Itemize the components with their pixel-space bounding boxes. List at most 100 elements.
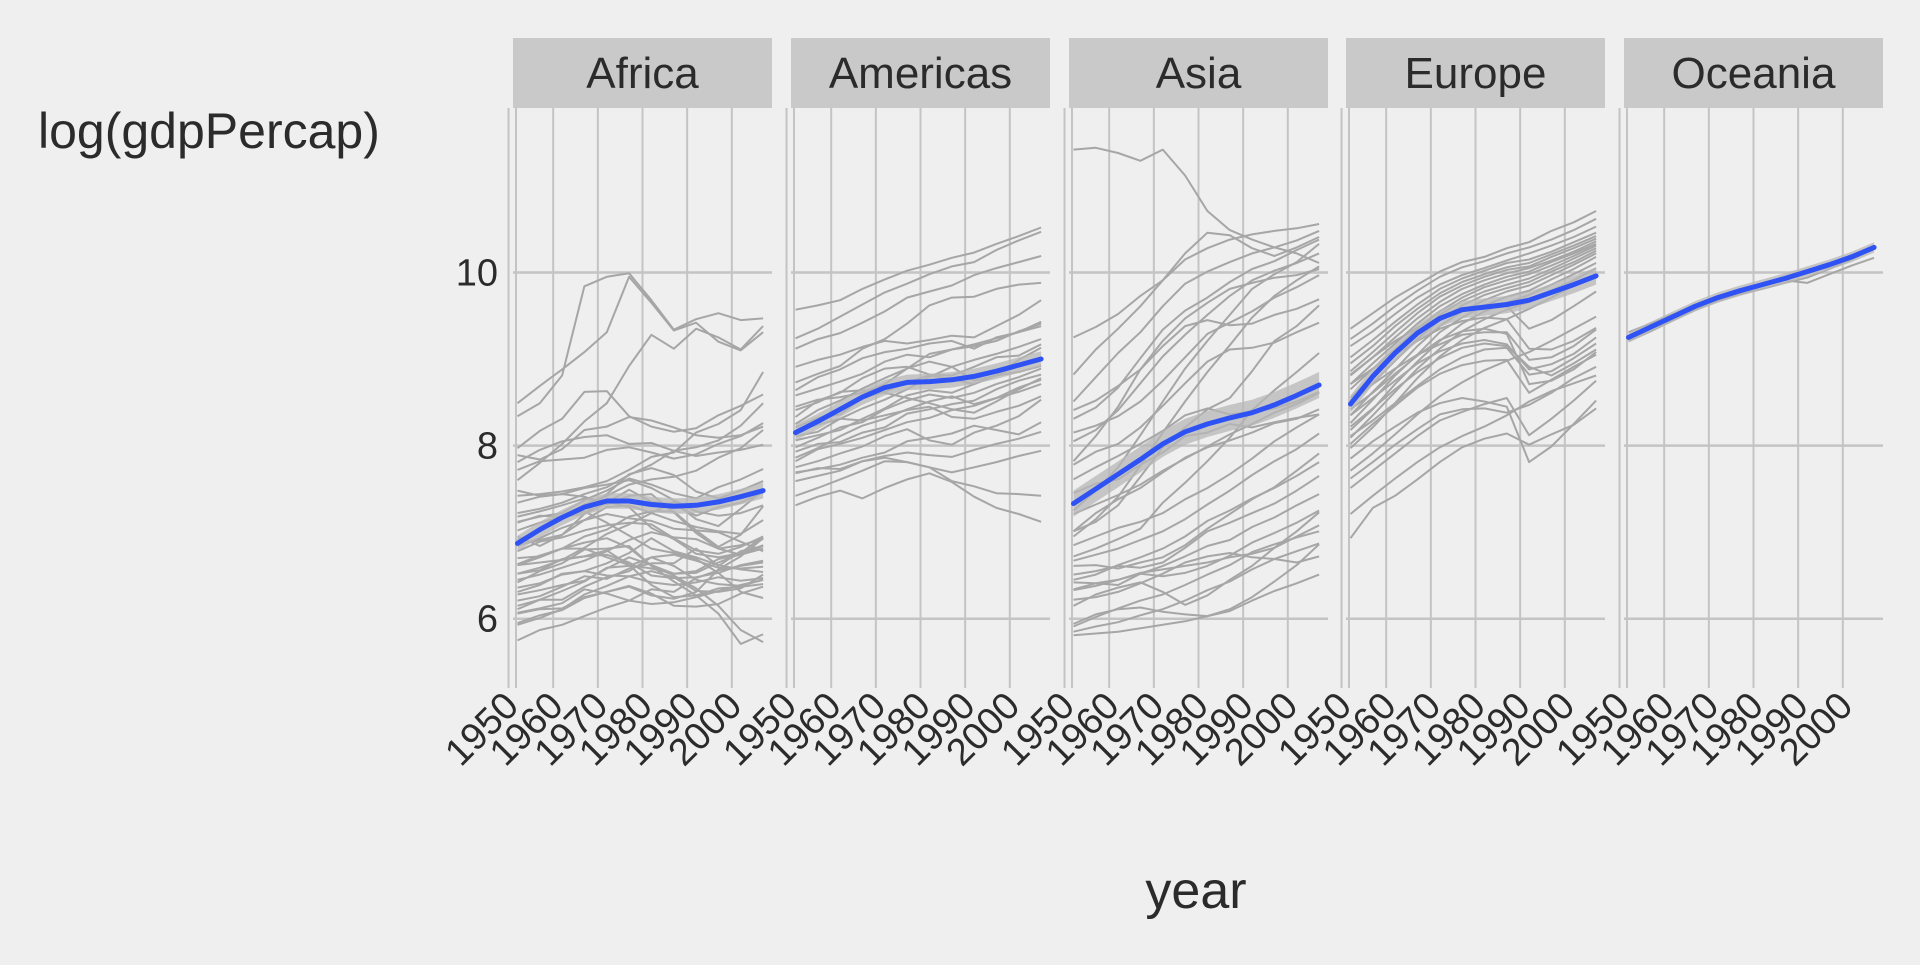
country-line xyxy=(1073,493,1320,586)
facet-strip-label: Europe xyxy=(1405,49,1547,98)
country-line xyxy=(1349,336,1597,417)
country-line xyxy=(1349,328,1597,402)
country-line xyxy=(795,377,1042,414)
country-line xyxy=(1349,397,1597,464)
facet-strip xyxy=(791,38,1050,108)
confidence-band xyxy=(1350,267,1597,413)
country-line xyxy=(795,281,1042,384)
country-line xyxy=(517,553,764,580)
country-line xyxy=(1349,342,1597,437)
country-line xyxy=(1349,315,1597,472)
country-line xyxy=(517,561,764,642)
country-line xyxy=(795,395,1042,432)
country-line xyxy=(1349,327,1597,411)
country-line xyxy=(1349,210,1597,330)
country-line xyxy=(516,275,764,404)
confidence-band xyxy=(517,482,764,552)
country-line xyxy=(1072,408,1320,533)
x-axis-label: year xyxy=(1145,862,1246,920)
smooth-trend-line xyxy=(793,356,1044,436)
country-line xyxy=(1073,530,1320,628)
facet-strip xyxy=(1069,38,1328,108)
country-line xyxy=(1073,146,1320,264)
country-line xyxy=(517,547,764,575)
facet-strip-label: Asia xyxy=(1156,49,1242,98)
country-line xyxy=(1349,407,1597,539)
country-line xyxy=(1349,231,1597,359)
country-line xyxy=(1349,237,1597,372)
country-line xyxy=(1073,543,1320,637)
country-line xyxy=(1073,524,1320,591)
country-line xyxy=(795,421,1042,474)
facet-strip-label: Oceania xyxy=(1672,49,1836,98)
smooth-trend-line xyxy=(1626,244,1877,340)
country-line xyxy=(1073,542,1320,633)
facet-strip xyxy=(513,38,772,108)
country-line xyxy=(795,398,1042,469)
country-line xyxy=(795,299,1042,368)
y-tick-label: 8 xyxy=(477,426,498,468)
country-line xyxy=(1349,242,1597,385)
country-line xyxy=(517,402,764,463)
country-line xyxy=(795,367,1042,449)
country-line xyxy=(1349,240,1597,376)
country-line xyxy=(517,578,764,614)
country-line xyxy=(1073,552,1320,601)
country-line xyxy=(517,443,764,515)
country-line xyxy=(795,383,1042,463)
country-line xyxy=(1349,342,1597,428)
y-tick-label: 6 xyxy=(477,599,498,641)
country-line xyxy=(517,513,764,553)
country-line xyxy=(517,531,764,581)
country-line xyxy=(1349,374,1597,515)
country-line xyxy=(517,521,764,555)
country-line xyxy=(517,545,764,645)
country-line xyxy=(517,371,764,497)
country-line xyxy=(795,320,1042,397)
country-line xyxy=(1072,229,1320,403)
country-line xyxy=(795,472,1042,523)
country-line xyxy=(1349,235,1597,365)
smooth-trend-line xyxy=(515,488,766,546)
confidence-band xyxy=(1628,242,1875,343)
y-tick-label: 10 xyxy=(456,252,498,294)
country-line xyxy=(1072,231,1320,376)
country-line xyxy=(1073,432,1320,562)
country-line xyxy=(516,325,764,481)
country-line xyxy=(1349,225,1597,347)
facet-strip-label: Americas xyxy=(829,49,1012,98)
country-line xyxy=(1073,274,1320,434)
country-line xyxy=(1073,413,1320,547)
country-line xyxy=(795,456,1042,497)
country-line xyxy=(795,230,1042,340)
country-line xyxy=(517,497,764,559)
country-line xyxy=(1349,217,1597,340)
facet-strip xyxy=(1624,38,1883,108)
smooth-trend-line xyxy=(1071,382,1322,507)
country-line xyxy=(517,584,764,625)
country-line xyxy=(1073,461,1320,581)
country-line xyxy=(1073,252,1320,443)
facet-strip-label: Africa xyxy=(586,49,699,98)
country-line xyxy=(1073,298,1320,412)
country-line xyxy=(1073,573,1320,625)
country-line xyxy=(1349,353,1597,445)
country-line xyxy=(1072,321,1320,466)
smooth-trend-line xyxy=(1348,273,1599,407)
country-line xyxy=(795,255,1042,350)
country-line xyxy=(517,570,764,589)
country-line xyxy=(517,422,764,471)
country-line xyxy=(795,430,1042,483)
country-line xyxy=(1073,238,1320,420)
country-line xyxy=(795,373,1042,453)
country-line xyxy=(516,390,764,449)
country-line xyxy=(517,553,764,607)
y-axis-label: log(gdpPercap) xyxy=(38,103,380,159)
